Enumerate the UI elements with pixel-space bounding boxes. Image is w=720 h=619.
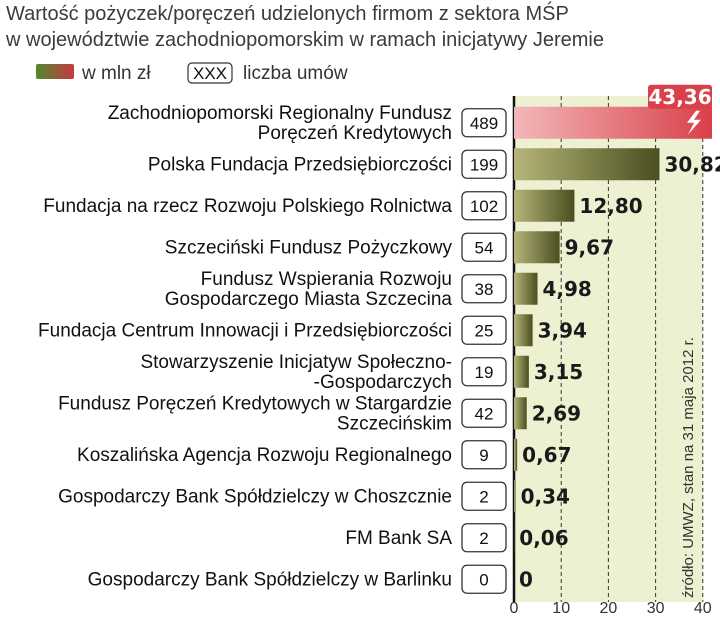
category-label: Fundusz Wspierania Rozwoju	[201, 269, 452, 290]
grid-lines	[512, 96, 704, 602]
count-box	[461, 191, 507, 221]
legend-count-sample: XXX	[193, 64, 227, 83]
legend-label-count: liczba umów	[243, 63, 348, 84]
count-box	[461, 149, 507, 179]
category-label: Polska Fundacja Przedsiębiorczości	[148, 154, 452, 175]
count-box	[461, 315, 507, 345]
value-label: 0	[519, 567, 533, 591]
value-labels: 43,36 30,82 12,80 9,67 4,98 3,94 3,15 2,69 0,67 0…	[519, 84, 720, 591]
count-box	[461, 232, 507, 262]
value-label: 30,82	[664, 152, 720, 176]
count-label: 489	[470, 114, 498, 133]
count-label: 19	[475, 363, 494, 382]
bar	[514, 148, 660, 181]
count-box	[461, 523, 507, 553]
count-box	[461, 440, 507, 470]
x-tick-label: 10	[552, 600, 570, 617]
x-tick-label: 30	[647, 600, 665, 617]
category-label: -Gospodarczych	[314, 372, 452, 393]
value-label: 4,98	[543, 277, 592, 301]
category-label: Zachodniopomorski Regionalny Fundusz	[108, 103, 452, 124]
value-label: 0,06	[519, 526, 568, 550]
value-label: 2,69	[532, 401, 581, 425]
count-box	[461, 108, 507, 138]
count-box	[461, 481, 507, 511]
category-label: Szczeciński Fundusz Pożyczkowy	[165, 237, 453, 258]
count-label: 54	[475, 238, 494, 257]
count-label: 2	[479, 529, 488, 548]
count-box	[461, 398, 507, 428]
count-label: 9	[479, 446, 488, 465]
category-label: Gospodarczy Bank Spółdzielczy w Choszczn…	[58, 486, 452, 507]
category-label: Gospodarczego Miasta Szczecina	[165, 289, 453, 310]
x-tick-label: 0	[510, 600, 519, 617]
count-label: 38	[475, 280, 494, 299]
category-label: Koszalińska Agencja Rozwoju Regionalnego	[77, 445, 452, 466]
count-box	[461, 274, 507, 304]
bar	[514, 355, 529, 388]
legend: w mln zł XXX liczba umów	[36, 62, 348, 84]
count-boxes: 489 199 102 54 38 25 19 42 9 2 2 0	[461, 108, 507, 594]
bar	[514, 231, 560, 264]
axis-break-mark	[687, 110, 701, 135]
count-label: 2	[479, 487, 488, 506]
count-label: 0	[479, 570, 488, 589]
bar	[514, 272, 538, 305]
count-label: 102	[470, 197, 498, 216]
value-label: 3,15	[534, 360, 583, 384]
value-label: 12,80	[579, 194, 642, 218]
value-label: 0,34	[521, 484, 570, 508]
bars	[514, 106, 712, 554]
category-labels: Zachodniopomorski Regionalny FunduszPorę…	[38, 103, 452, 591]
category-label: Fundusz Poręczeń Kredytowych w Stargardz…	[58, 393, 452, 414]
category-label: Fundacja na rzecz Rozwoju Polskiego Roln…	[43, 196, 452, 217]
count-label: 199	[470, 155, 498, 174]
value-label: 0,67	[522, 443, 571, 467]
chart-title: Wartość pożyczek/poręczeń udzielonych fi…	[6, 1, 569, 25]
x-axis-ticks: 0 10 20 30 40	[510, 600, 712, 617]
chart-subtitle: w województwie zachodniopomorskim w rama…	[5, 29, 604, 51]
x-tick-label: 20	[600, 600, 618, 617]
legend-label-value: w mln zł	[81, 63, 151, 84]
category-label: Gospodarczy Bank Spółdzielczy w Barlinku	[88, 569, 452, 590]
legend-swatch-value	[36, 64, 74, 79]
count-box	[461, 357, 507, 387]
bar	[514, 314, 533, 347]
count-box	[461, 564, 507, 594]
bar	[514, 480, 516, 513]
value-label: 9,67	[565, 235, 614, 259]
bar	[514, 106, 712, 139]
category-label: Szczecińskim	[337, 413, 452, 434]
count-label: 42	[475, 404, 494, 423]
category-label: Poręczeń Kredytowych	[258, 123, 452, 144]
bar	[514, 397, 527, 430]
bar	[514, 189, 575, 222]
value-label: 43,36	[648, 85, 711, 109]
value-label: 3,94	[538, 318, 587, 342]
category-label: FM Bank SA	[345, 528, 452, 549]
legend-swatch-count	[187, 62, 233, 84]
value-label-bg	[648, 84, 712, 109]
count-label: 25	[475, 321, 494, 340]
category-label: Stowarzyszenie Inicjatyw Społeczno-	[140, 352, 452, 373]
category-label: Fundacja Centrum Innowacji i Przedsiębio…	[38, 320, 452, 341]
source-note: źródło: UMWZ, stan na 31 maja 2012 r.	[680, 337, 697, 598]
bar	[514, 438, 518, 471]
x-tick-label: 40	[694, 600, 712, 617]
